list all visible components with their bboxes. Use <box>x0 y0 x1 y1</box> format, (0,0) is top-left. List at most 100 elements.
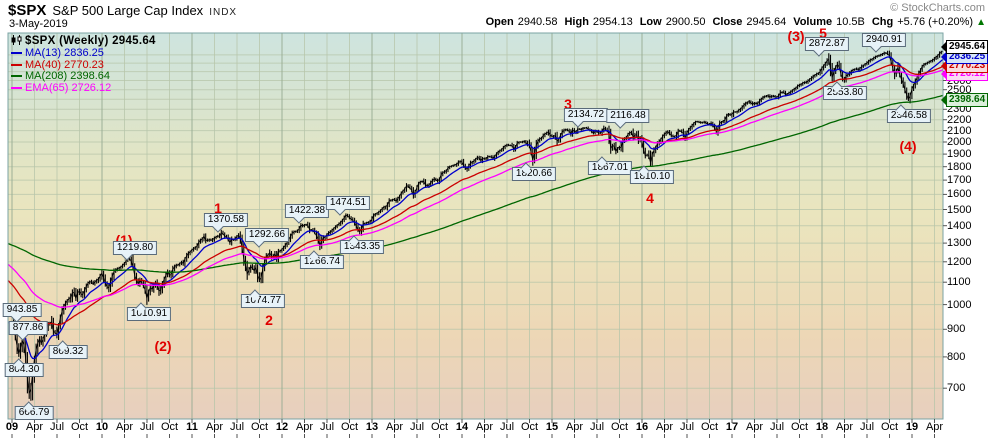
axis-box-arrow <box>941 51 947 63</box>
quote-value-volume: 10.5B <box>836 16 865 28</box>
axis-price-box-2398.64: 2398.64 <box>941 93 989 107</box>
price-annotation-1266.74: 1266.74 <box>299 255 345 269</box>
y-axis-label-1900: 1900 <box>947 148 972 161</box>
price-annotation-1219.80: 1219.80 <box>112 241 158 255</box>
price-annotation-943.85: 943.85 <box>2 303 42 317</box>
y-axis-label-800: 800 <box>947 350 966 363</box>
x-axis-month-label: Oct <box>520 421 539 433</box>
quote-value-high: 2954.13 <box>592 16 633 28</box>
x-axis-year-14: 14 <box>455 421 469 433</box>
legend-swatch <box>11 75 22 77</box>
quote-value-chg: +5.76 (+0.20%) <box>897 16 974 28</box>
price-annotation-2134.72: 2134.72 <box>563 108 609 122</box>
axis-box-value: 2770.23 <box>949 60 986 71</box>
legend-label: MA(13) 2836.25 <box>25 47 104 59</box>
price-annotation-2940.91: 2940.91 <box>861 33 907 47</box>
x-axis-year-09: 09 <box>5 421 19 433</box>
x-axis-year-13: 13 <box>365 421 379 433</box>
x-axis-month-label: Jul <box>589 421 605 433</box>
price-annotation-1074.77: 1074.77 <box>240 294 286 308</box>
price-annotation-877.86: 877.86 <box>8 321 48 335</box>
x-axis-year-10: 10 <box>95 421 109 433</box>
quote-label-volume: Volume <box>793 16 833 28</box>
axis-box-value: 2836.25 <box>949 51 986 62</box>
x-axis-year-18: 18 <box>815 421 829 433</box>
price-annotation-2553.80: 2553.80 <box>822 86 868 100</box>
y-axis-label-1800: 1800 <box>947 160 972 173</box>
x-axis-month-label: Oct <box>70 421 89 433</box>
x-axis-month-label: Apr <box>295 421 314 433</box>
elliott-wave-label-p3p: (3) <box>787 28 805 44</box>
overlay-line-65 <box>8 69 943 308</box>
quote-value-open: 2940.58 <box>517 16 558 28</box>
y-axis-label-1200: 1200 <box>947 255 972 268</box>
legend-swatch <box>11 52 22 54</box>
legend-row-ma13: MA(13) 2836.25 <box>11 47 156 60</box>
x-axis-month-label: Jul <box>139 421 155 433</box>
price-annotation-1422.38: 1422.38 <box>284 204 330 218</box>
x-axis-month-label: Apr <box>25 421 44 433</box>
x-axis-year-11: 11 <box>186 421 198 433</box>
quote-label-low: Low <box>639 16 662 28</box>
elliott-wave-label-4: 4 <box>646 190 654 206</box>
exchange-label: INDX <box>209 7 238 18</box>
y-axis-label-1100: 1100 <box>947 276 971 289</box>
x-axis-month-label: Jul <box>859 421 875 433</box>
price-annotation-1010.91: 1010.91 <box>126 307 172 321</box>
index-name: S&P 500 Large Cap Index <box>52 3 204 18</box>
x-axis-year-16: 16 <box>635 421 649 433</box>
y-axis-label-1400: 1400 <box>947 219 972 232</box>
x-axis-month-label: Oct <box>700 421 719 433</box>
axis-box-value: 2945.64 <box>949 41 986 52</box>
legend-label: MA(208) 2398.64 <box>25 70 110 82</box>
x-axis-month-label: Jul <box>49 421 65 433</box>
price-annotation-1820.66: 1820.66 <box>511 167 557 181</box>
price-annotation-1343.35: 1343.35 <box>339 240 385 254</box>
elliott-wave-label-3: 3 <box>564 96 572 112</box>
legend-main-label: $SPX (Weekly) 2945.64 <box>25 35 156 47</box>
ticker-symbol: $SPX <box>8 2 47 19</box>
x-axis-month-label: Apr <box>385 421 404 433</box>
legend-row-ema65: EMA(65) 2726.12 <box>11 81 156 95</box>
x-axis-month-label: Apr <box>475 421 494 433</box>
elliott-wave-label-5: 5 <box>819 25 827 41</box>
y-axis-label-1700: 1700 <box>947 174 972 187</box>
x-axis-month-label: Apr <box>115 421 134 433</box>
y-axis-label-1000: 1000 <box>947 298 972 311</box>
price-annotation-869.32: 869.32 <box>48 345 88 359</box>
price-annotation-666.79: 666.79 <box>14 406 54 420</box>
axis-box-arrow <box>941 60 947 72</box>
x-axis-month-label: Apr <box>835 421 854 433</box>
price-annotation-1810.10: 1810.10 <box>629 170 675 184</box>
axis-box-value: 2398.64 <box>949 94 986 105</box>
ohlc-quote-line: Open 2940.58 High 2954.13 Low 2900.50 Close 294… <box>486 16 986 28</box>
price-annotation-2116.48: 2116.48 <box>606 109 650 123</box>
legend-swatch <box>11 86 22 89</box>
quote-label-chg: Chg <box>871 16 894 28</box>
legend-label: MA(40) 2770.23 <box>25 58 104 71</box>
y-axis-label-900: 900 <box>947 323 966 336</box>
x-axis-month-label: Jul <box>679 421 695 433</box>
axis-box-arrow <box>941 94 947 106</box>
price-annotation-1292.66: 1292.66 <box>244 228 290 242</box>
y-axis-label-1500: 1500 <box>947 203 972 216</box>
x-axis-month-label: Oct <box>790 421 809 433</box>
x-axis-month-label: Oct <box>160 421 179 433</box>
elliott-wave-label-1: 1 <box>214 200 222 216</box>
y-axis-label-1600: 1600 <box>947 188 972 201</box>
elliott-wave-label-2: 2 <box>265 312 273 328</box>
overlay-line-208 <box>8 94 943 273</box>
x-axis-month-label: Apr <box>655 421 674 433</box>
axis-box-arrow <box>941 68 947 80</box>
legend-main-row: $SPX (Weekly) 2945.64 <box>11 35 156 48</box>
x-axis-month-label: Oct <box>880 421 899 433</box>
quote-label-high: High <box>564 16 589 28</box>
legend-overlays: MA(13) 2836.25 MA(40) 2770.23 MA(208) 2398… <box>11 47 156 95</box>
elliott-wave-label-p2p: (2) <box>154 338 172 354</box>
legend-label: EMA(65) 2726.12 <box>25 81 112 94</box>
elliott-wave-label-p4p: (4) <box>899 138 917 154</box>
copyright: © StockCharts.com <box>890 2 985 14</box>
price-annotation-2346.58: 2346.58 <box>886 109 932 123</box>
x-axis-year-19: 19 <box>905 421 919 433</box>
